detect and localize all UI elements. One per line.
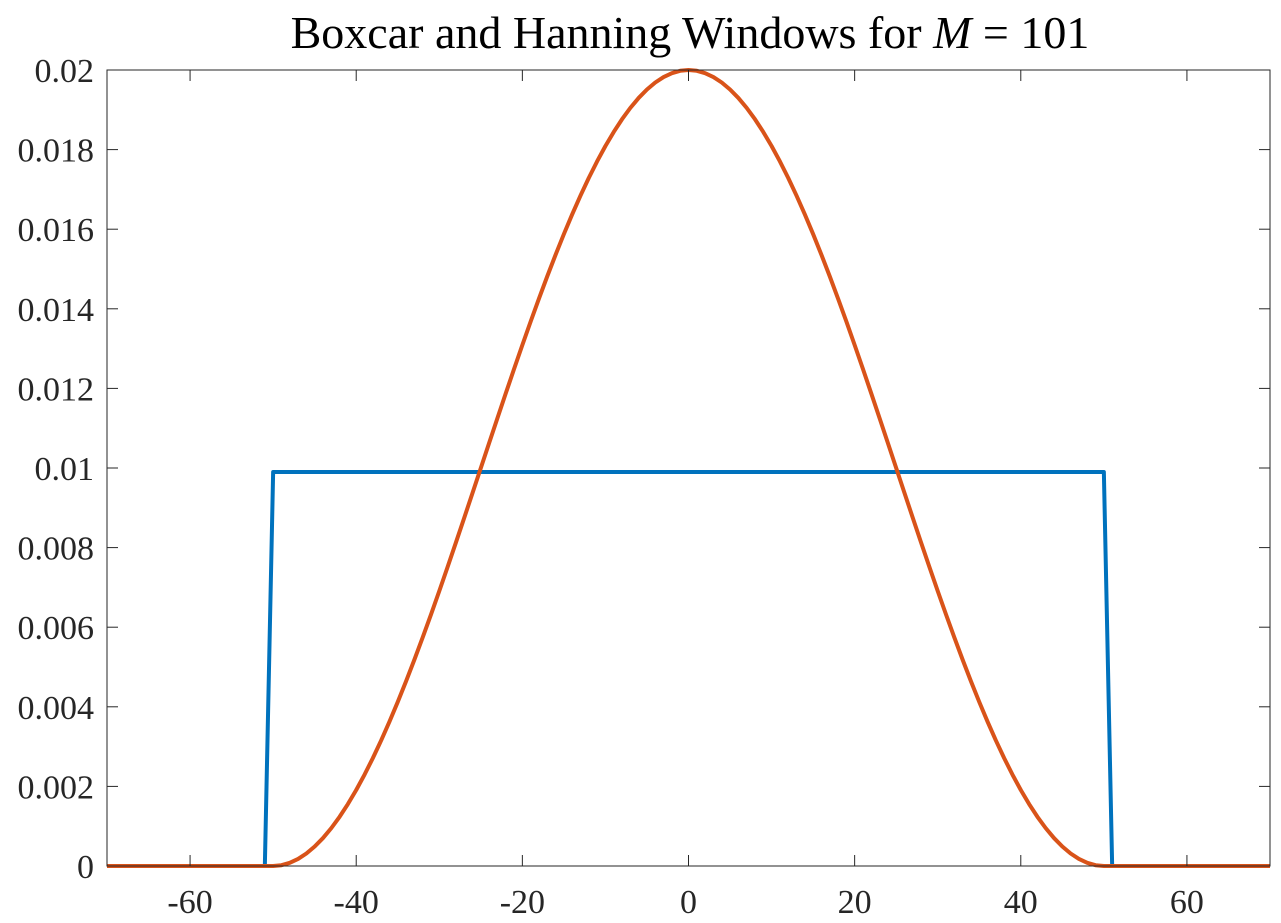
x-tick-label: -20 <box>500 884 545 921</box>
y-tick-label: 0.008 <box>18 531 95 568</box>
axes-box <box>106 69 1271 867</box>
y-tick-label: 0.002 <box>18 769 95 806</box>
y-tick-label: 0 <box>77 849 94 886</box>
chart-title: Boxcar and Hanning Windows for M = 101 <box>291 7 1090 58</box>
series-line-2 <box>107 68 1270 868</box>
plot-area <box>107 68 1270 868</box>
y-tick-label: 0.01 <box>35 451 95 488</box>
chart-title-suffix: = 101 <box>971 7 1089 58</box>
x-tick-label: -60 <box>167 884 212 921</box>
y-tick-label: 0.004 <box>18 690 95 727</box>
y-tick-label: 0.006 <box>18 610 95 647</box>
y-tick-label: 0.016 <box>18 212 95 249</box>
x-tick-label: -40 <box>334 884 379 921</box>
chart-title-variable: M <box>932 7 974 58</box>
y-tick-label: 0.02 <box>35 53 95 90</box>
y-tick-label: 0.012 <box>18 371 95 408</box>
x-axis: -60 -40 -20 0 20 40 60 <box>167 70 1204 921</box>
series-line-1 <box>107 469 1270 868</box>
x-tick-label: 0 <box>680 884 697 921</box>
y-tick-label: 0.018 <box>18 133 95 170</box>
y-axis: 0 0.002 0.004 0.006 0.008 0.01 0.012 0.014 0.016… <box>18 53 1270 886</box>
chart-title-prefix: Boxcar and Hanning Windows for <box>291 7 933 58</box>
y-tick-label: 0.014 <box>18 292 95 329</box>
x-tick-label: 40 <box>1004 884 1038 921</box>
x-tick-label: 20 <box>838 884 872 921</box>
x-tick-label: 60 <box>1170 884 1204 921</box>
